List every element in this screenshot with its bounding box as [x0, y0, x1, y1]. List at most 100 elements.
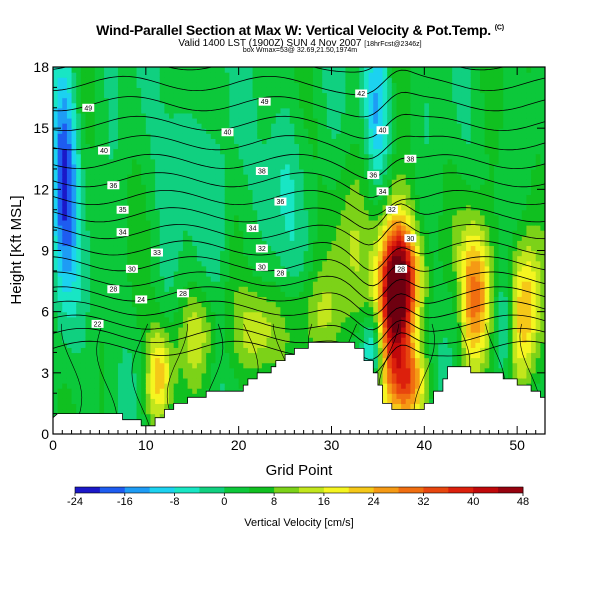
- field-cell: [247, 199, 254, 206]
- field-cell: [317, 286, 323, 292]
- field-cell: [229, 367, 235, 374]
- field-cell: [303, 102, 309, 109]
- field-cell: [99, 117, 105, 124]
- field-cell: [294, 128, 300, 134]
- field-cell: [90, 316, 96, 323]
- field-cell: [210, 158, 217, 165]
- field-cell: [308, 281, 314, 287]
- field-cell: [261, 143, 268, 150]
- field-cell: [71, 337, 77, 343]
- field-cell: [303, 326, 309, 333]
- field-cell: [94, 158, 101, 165]
- field-cell: [66, 260, 73, 267]
- field-cell: [66, 123, 73, 129]
- field-cell: [229, 194, 235, 201]
- field-cell: [331, 92, 337, 99]
- field-cell: [368, 67, 374, 73]
- field-cell: [80, 123, 87, 129]
- field-cell: [234, 332, 240, 338]
- field-cell: [117, 72, 124, 78]
- field-cell: [169, 77, 175, 83]
- field-cell: [252, 158, 258, 165]
- field-cell: [359, 230, 365, 236]
- field-cell: [201, 321, 207, 328]
- field-cell: [196, 296, 203, 303]
- field-cell: [169, 148, 175, 155]
- field-cell: [220, 194, 226, 201]
- field-cell: [71, 107, 77, 114]
- field-cell: [127, 133, 133, 139]
- field-cell: [312, 332, 319, 338]
- field-cell: [201, 123, 207, 129]
- field-cell: [85, 87, 91, 94]
- field-cell: [141, 204, 147, 211]
- field-cell: [317, 326, 323, 333]
- field-cell: [57, 225, 63, 231]
- field-cell: [90, 291, 96, 297]
- field-cell: [289, 250, 295, 257]
- field-cell: [224, 123, 230, 129]
- field-cell: [206, 383, 212, 389]
- field-cell: [71, 377, 77, 384]
- field-cell: [80, 194, 87, 201]
- field-cell: [187, 194, 193, 201]
- field-cell: [99, 357, 105, 364]
- field-cell: [141, 219, 147, 226]
- field-cell: [173, 163, 179, 170]
- field-cell: [155, 301, 161, 308]
- field-cell: [368, 219, 374, 226]
- field-cell: [178, 230, 184, 236]
- field-cell: [243, 174, 249, 180]
- field-cell: [312, 92, 319, 99]
- field-cell: [247, 281, 254, 287]
- field-cell: [187, 143, 193, 150]
- field-cell: [57, 174, 63, 180]
- field-cell: [127, 352, 133, 359]
- field-cell: [173, 377, 179, 384]
- field-cell: [76, 240, 82, 247]
- field-cell: [322, 250, 328, 257]
- field-cell: [178, 184, 184, 190]
- field-cell: [94, 117, 101, 124]
- field-cell: [312, 107, 319, 114]
- field-cell: [150, 148, 156, 155]
- field-cell: [53, 133, 59, 139]
- field-cell: [280, 326, 286, 333]
- field-cell: [266, 204, 272, 211]
- field-cell: [178, 179, 184, 185]
- field-cell: [71, 408, 77, 415]
- field-cell: [141, 189, 147, 196]
- field-cell: [136, 337, 142, 343]
- field-cell: [80, 316, 87, 323]
- field-cell: [127, 342, 133, 348]
- field-cell: [299, 265, 305, 272]
- field-cell: [187, 128, 193, 134]
- field-cell: [94, 102, 101, 109]
- field-cell: [261, 321, 268, 328]
- valid-time-text: Valid 1400 LST (1900Z) SUN 4 Nov 2007: [178, 38, 362, 49]
- field-cell: [127, 337, 133, 343]
- field-cell: [229, 138, 235, 145]
- field-cell: [201, 67, 207, 73]
- field-cell: [173, 153, 179, 160]
- field-cell: [359, 82, 365, 88]
- field-cell: [243, 275, 249, 282]
- field-cell: [229, 275, 235, 282]
- field-cell: [238, 270, 244, 277]
- field-cell: [90, 367, 96, 374]
- field-cell: [113, 393, 119, 399]
- field-cell: [317, 87, 323, 94]
- field-cell: [206, 143, 212, 150]
- field-cell: [90, 281, 96, 287]
- field-cell: [345, 225, 351, 231]
- field-cell: [66, 138, 73, 145]
- field-cell: [76, 82, 82, 88]
- field-cell: [122, 245, 128, 252]
- field-cell: [90, 240, 96, 247]
- field-cell: [257, 352, 263, 359]
- field-cell: [196, 72, 203, 78]
- field-cell: [62, 214, 68, 221]
- field-cell: [359, 235, 365, 241]
- field-cell: [113, 67, 119, 73]
- field-cell: [192, 219, 198, 226]
